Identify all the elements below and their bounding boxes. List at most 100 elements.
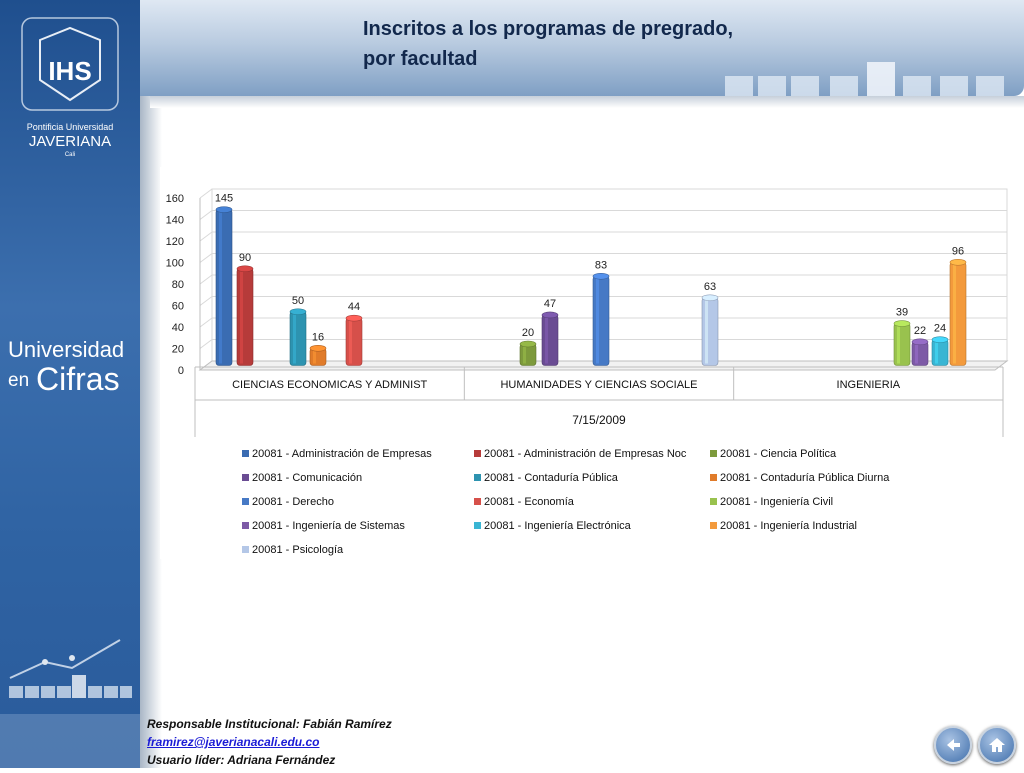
bar-top <box>931 336 949 343</box>
home-icon <box>989 738 1005 752</box>
bar-3-4 <box>949 262 967 366</box>
bar-top <box>541 311 559 319</box>
bar-2-2 <box>541 314 559 366</box>
chart-frame: 0 20 40 60 80 100 120 140 160 145 90 50 16 44 20 47 83 63… <box>160 167 1023 559</box>
bar-top <box>949 259 967 266</box>
bar-1-5 <box>345 317 363 366</box>
brand-line1: Universidad <box>8 337 124 362</box>
legend-swatch <box>710 474 717 481</box>
page-title-line2: por facultad <box>363 48 478 70</box>
legend-swatch <box>710 498 717 505</box>
data-label: 44 <box>348 301 360 313</box>
data-label: 50 <box>292 295 304 307</box>
logo-line2: JAVERIANA <box>29 133 111 150</box>
y-tick-label: 40 <box>172 322 184 334</box>
header-banner <box>140 0 1024 96</box>
y-tick-label: 100 <box>166 258 184 270</box>
gridline-side <box>199 253 213 263</box>
bar-top <box>289 308 307 316</box>
x-axis-label: 7/15/2009 <box>572 413 626 427</box>
legend-entry: 20081 - Ingeniería Electrónica <box>484 520 632 532</box>
bar-top <box>215 206 233 213</box>
bar-highlight <box>545 316 548 364</box>
gridline-side <box>199 188 213 199</box>
sidebar-shadow <box>140 0 162 768</box>
legend-entry: 20081 - Contaduría Pública <box>484 472 619 484</box>
data-label: 20 <box>522 327 534 339</box>
legend-swatch <box>474 450 481 457</box>
gridline-side <box>199 296 213 306</box>
y-tick-label: 160 <box>166 193 184 205</box>
legend-entry: 20081 - Economía <box>484 496 575 508</box>
data-label: 96 <box>952 245 964 257</box>
y-tick-label: 140 <box>166 215 184 227</box>
legend-entry: 20081 - Psicología <box>252 544 344 556</box>
data-label: 83 <box>595 259 607 271</box>
legend-swatch <box>242 474 249 481</box>
footer-email-link[interactable]: framirez@javerianacali.edu.co <box>147 735 320 749</box>
bar-highlight <box>240 270 243 364</box>
data-label: 90 <box>239 252 251 264</box>
bar-top <box>701 294 719 302</box>
legend-entry: 20081 - Ingeniería Industrial <box>720 520 857 532</box>
legend-entry: 20081 - Ingeniería Civil <box>720 496 833 508</box>
footer: Responsable Institucional: Fabián Ramíre… <box>147 715 392 769</box>
bar-top <box>893 320 911 327</box>
logo-line3: Cali <box>65 152 75 158</box>
legend-swatch <box>242 546 249 553</box>
y-tick-label: 20 <box>172 344 184 356</box>
home-button[interactable] <box>978 726 1016 764</box>
legend-entry: 20081 - Administración de Empresas <box>252 448 432 460</box>
gridline-side <box>199 274 213 285</box>
back-arrow-icon <box>947 739 960 751</box>
gridline-side <box>199 231 213 242</box>
legend-swatch <box>242 498 249 505</box>
legend-entry: 20081 - Ciencia Política <box>720 448 837 460</box>
bar-top <box>345 314 363 322</box>
page-title-line1: Inscritos a los programas de pregrado, <box>363 18 734 40</box>
category-label: INGENIERIA <box>837 379 901 391</box>
bar-highlight <box>349 320 352 364</box>
y-tick-label: 120 <box>166 236 184 248</box>
bar-top <box>592 272 610 280</box>
legend-swatch <box>474 498 481 505</box>
data-label: 24 <box>934 323 946 335</box>
bar-top <box>911 338 929 346</box>
bar-1-2 <box>236 268 254 366</box>
legend-entry: 20081 - Comunicación <box>252 472 362 484</box>
bar-top <box>236 265 254 273</box>
legend-swatch <box>474 522 481 529</box>
data-label: 39 <box>896 307 908 319</box>
logo-line1: Pontificia Universidad <box>27 122 114 132</box>
bar-top <box>519 340 537 348</box>
data-label: 22 <box>914 325 926 337</box>
bar-highlight <box>953 264 956 364</box>
y-tick-label: 80 <box>172 279 184 291</box>
svg-text:IHS: IHS <box>48 56 91 86</box>
y-tick-label: 0 <box>178 365 184 377</box>
back-button[interactable] <box>934 726 972 764</box>
legend-entry: 20081 - Ingeniería de Sistemas <box>252 520 405 532</box>
data-label: 47 <box>544 298 556 310</box>
bar-highlight <box>915 343 918 364</box>
legend-swatch <box>710 450 717 457</box>
legend-swatch <box>242 522 249 529</box>
bar-highlight <box>293 313 296 364</box>
sidebar: IHS Pontificia Universidad JAVERIANA Cal… <box>0 0 140 768</box>
bar-3-2 <box>911 341 929 366</box>
bar-highlight <box>897 325 900 364</box>
legend-entry: 20081 - Administración de Empresas Noc <box>484 448 687 460</box>
legend-entry: 20081 - Derecho <box>252 496 334 508</box>
gridline-side <box>199 317 213 328</box>
bar-2-4 <box>701 297 719 366</box>
footer-usuario: Usuario líder: Adriana Fernández <box>147 753 336 767</box>
bar-highlight <box>313 350 316 364</box>
brand-en: en <box>8 370 29 391</box>
bar-2-3 <box>592 275 610 366</box>
sidebar-art: IHS Pontificia Universidad JAVERIANA Cal… <box>0 17 140 768</box>
bar-highlight <box>219 211 222 364</box>
legend-swatch <box>710 522 717 529</box>
category-label: CIENCIAS ECONOMICAS Y ADMINIST <box>232 379 427 391</box>
gridline-side <box>199 339 213 349</box>
growth-chart-icon <box>9 639 132 698</box>
